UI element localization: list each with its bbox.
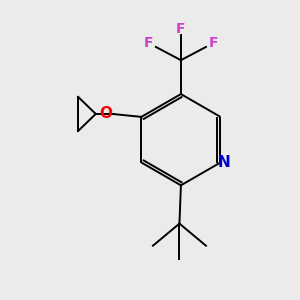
Text: O: O xyxy=(99,106,112,122)
Text: N: N xyxy=(218,155,230,170)
Text: F: F xyxy=(144,36,153,50)
Text: F: F xyxy=(176,22,186,36)
Text: F: F xyxy=(208,36,218,50)
